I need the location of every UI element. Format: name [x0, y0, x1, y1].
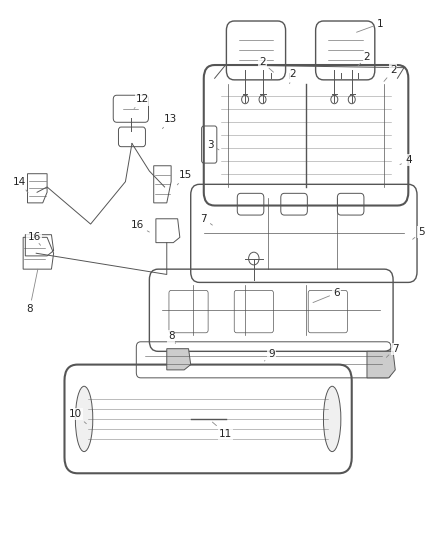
Text: 16: 16: [28, 232, 41, 245]
Text: 16: 16: [131, 220, 149, 232]
Text: 2: 2: [290, 69, 296, 84]
Text: 9: 9: [265, 349, 275, 361]
Polygon shape: [367, 351, 395, 378]
Text: 7: 7: [386, 344, 399, 357]
Text: 14: 14: [13, 176, 28, 193]
Text: 8: 8: [26, 269, 38, 314]
Text: 3: 3: [207, 140, 219, 150]
Text: 8: 8: [168, 332, 176, 343]
Text: 2: 2: [384, 66, 396, 82]
Text: 12: 12: [134, 94, 149, 109]
Ellipse shape: [323, 386, 341, 451]
Text: 2: 2: [259, 58, 273, 72]
Text: 1: 1: [357, 19, 383, 33]
Text: 11: 11: [212, 422, 232, 439]
Text: 10: 10: [69, 409, 86, 424]
Text: 13: 13: [162, 114, 177, 128]
Text: 4: 4: [400, 156, 412, 165]
Text: 6: 6: [313, 288, 340, 303]
Ellipse shape: [75, 386, 93, 451]
Text: 2: 2: [358, 52, 370, 66]
Text: 15: 15: [177, 171, 192, 185]
Polygon shape: [167, 349, 191, 370]
Text: 5: 5: [413, 227, 425, 239]
Text: 7: 7: [201, 214, 212, 225]
